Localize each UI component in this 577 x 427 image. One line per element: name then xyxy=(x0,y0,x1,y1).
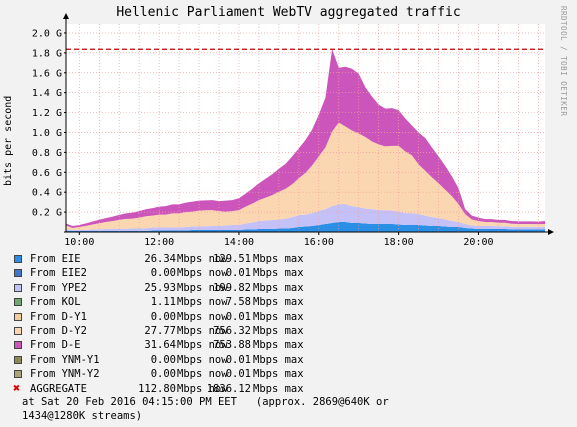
y-tick-label: 0.2 G xyxy=(32,208,62,219)
legend-now-unit: Mbps now xyxy=(177,339,228,352)
legend-name: From D-Y1 xyxy=(30,310,87,323)
legend-name: From EIE2 xyxy=(30,267,87,280)
legend-max-value: 0.01 xyxy=(225,368,251,381)
legend-name: From EIE xyxy=(30,253,81,265)
legend-now-unit: Mbps now xyxy=(177,267,228,280)
legend-name: From KOL xyxy=(30,296,81,309)
legend-swatch xyxy=(14,283,22,292)
legend-max-unit: Mbps max xyxy=(253,368,304,381)
legend-now-value: 0.00 xyxy=(150,368,176,381)
legend-now-value: 27.77 xyxy=(144,324,176,337)
y-tick-label: 1.8 G xyxy=(32,48,62,59)
legend-max-unit: Mbps max xyxy=(253,267,304,280)
legend-max-unit: Mbps max xyxy=(253,339,304,352)
legend-max-unit: Mbps max xyxy=(253,310,304,323)
legend-swatch xyxy=(14,370,22,379)
legend-name: AGGREGATE xyxy=(30,382,87,395)
chart-svg: 0.2 G 0.4 G 0.6 G 0.8 G 1.0 G 1.2 G 1.4 G 1.6 G… xyxy=(32,13,554,248)
legend-swatch xyxy=(14,326,22,335)
legend-now-value: 0.00 xyxy=(150,353,176,366)
y-tick-label: 0.6 G xyxy=(32,168,62,179)
legend-name: From YPE2 xyxy=(30,281,87,294)
y-axis-arrow xyxy=(63,13,69,19)
aggregate-x-icon: ✖ xyxy=(13,380,21,395)
legend-max-unit: Mbps max xyxy=(253,353,304,366)
x-tick-label: 18:00 xyxy=(384,237,414,248)
legend-now-unit: Mbps now xyxy=(177,253,228,265)
legend-now-unit: Mbps now xyxy=(177,353,228,366)
legend-now-value: 31.64 xyxy=(144,339,176,352)
y-tick-label: 1.6 G xyxy=(32,68,62,79)
y-tick-label: 0.4 G xyxy=(32,188,62,199)
legend-max-value: 0.01 xyxy=(225,353,251,366)
legend-max-unit: Mbps max xyxy=(253,253,304,265)
footer-line-1: at Sat 20 Feb 2016 04:15:00 PM EET (appr… xyxy=(22,396,389,408)
x-axis-arrow xyxy=(548,229,554,235)
legend-swatch xyxy=(14,355,22,364)
legend-max-value: 199.82 xyxy=(213,281,251,294)
legend-now-value: 0.00 xyxy=(150,310,176,323)
legend-max-unit: Mbps max xyxy=(253,296,304,309)
y-tick-label: 2.0 G xyxy=(32,28,62,39)
x-tick-label: 20:00 xyxy=(463,237,493,248)
legend-now-unit: Mbps now xyxy=(177,382,228,395)
x-tick-label: 12:00 xyxy=(144,237,174,248)
legend-max-value: 1836.12 xyxy=(206,382,251,395)
legend-now-value: 25.93 xyxy=(144,281,176,294)
legend-now-unit: Mbps now xyxy=(177,310,228,323)
y-tick-label: 1.0 G xyxy=(32,128,62,139)
x-tick-label: 10:00 xyxy=(64,237,94,248)
legend-max-unit: Mbps max xyxy=(253,281,304,294)
legend-now-value: 112.80 xyxy=(138,382,176,395)
footer-line-2: 1434@1280K streams) xyxy=(22,410,143,422)
legend-max-unit: Mbps max xyxy=(253,382,304,395)
legend-now-unit: Mbps now xyxy=(177,296,228,309)
legend-max-value: 129.51 xyxy=(213,253,251,265)
legend-swatch xyxy=(14,255,22,263)
legend-swatch xyxy=(14,269,22,278)
legend-max-value: 7.58 xyxy=(225,296,251,309)
x-tick-label: 14:00 xyxy=(224,237,254,248)
legend-now-unit: Mbps now xyxy=(177,368,228,381)
series-area-2 xyxy=(66,204,545,232)
legend-now-value: 26.34 xyxy=(144,253,176,265)
legend-max-value: 0.01 xyxy=(225,310,251,323)
legend-max-unit: Mbps max xyxy=(253,324,304,337)
legend-max-value: 0.01 xyxy=(225,267,251,280)
legend-now-value: 0.00 xyxy=(150,267,176,280)
legend-now-unit: Mbps now xyxy=(177,281,228,294)
legend-name: From YNM-Y1 xyxy=(30,353,100,366)
x-tick-label: 16:00 xyxy=(304,237,334,248)
legend-name: From YNM-Y2 xyxy=(30,368,100,381)
y-tick-label: 1.2 G xyxy=(32,108,62,119)
legend-name: From D-E xyxy=(30,339,81,352)
legend-max-value: 756.32 xyxy=(213,324,251,337)
rrdtool-watermark: RRDTOOL / TOBI OETIKER xyxy=(559,6,568,117)
legend-swatch xyxy=(14,312,22,321)
legend-swatch xyxy=(14,341,22,350)
legend-now-unit: Mbps now xyxy=(177,324,228,337)
legend-swatch xyxy=(14,298,22,307)
series-area-5 xyxy=(66,122,545,231)
legend-now-value: 1.11 xyxy=(150,296,176,309)
chart-title: Hellenic Parliament WebTV aggregated tra… xyxy=(116,5,461,20)
y-tick-label: 1.4 G xyxy=(32,88,62,99)
legend-name: From D-Y2 xyxy=(30,324,87,337)
y-tick-label: 0.8 G xyxy=(32,148,62,159)
legend-max-value: 753.88 xyxy=(213,339,251,352)
footer-note: at Sat 20 Feb 2016 04:15:00 PM EET (appr… xyxy=(22,395,389,423)
series-area-0 xyxy=(66,222,545,232)
